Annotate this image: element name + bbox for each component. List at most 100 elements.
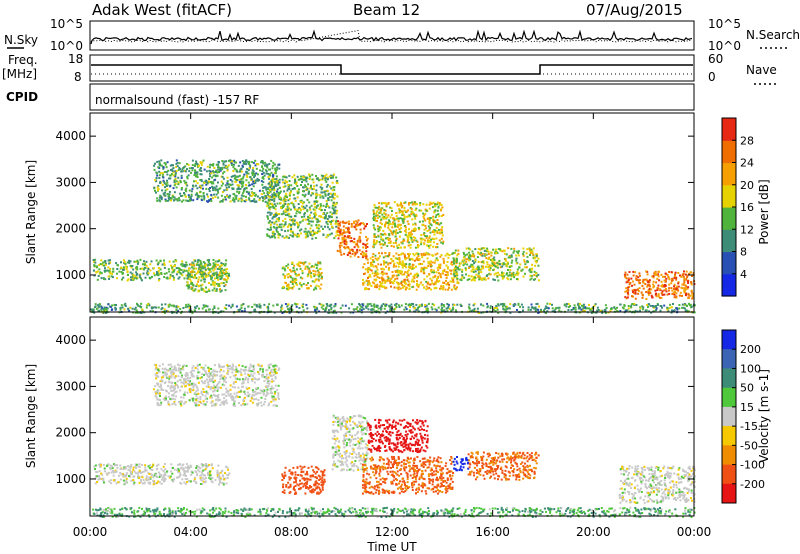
heatmap-pixel <box>294 272 297 275</box>
heatmap-pixel <box>389 216 392 219</box>
heatmap-pixel <box>306 231 309 234</box>
heatmap-pixel <box>199 169 201 172</box>
heatmap-pixel <box>662 275 664 278</box>
heatmap-pixel <box>228 274 231 277</box>
heatmap-pixel <box>678 304 681 306</box>
heatmap-pixel <box>625 281 628 284</box>
heatmap-pixel <box>175 186 178 189</box>
heatmap-pixel <box>227 164 230 167</box>
heatmap-pixel <box>308 262 311 265</box>
heatmap-pixel <box>99 263 102 265</box>
heatmap-pixel <box>167 268 170 271</box>
heatmap-pixel <box>428 203 431 206</box>
heatmap-pixel <box>333 188 336 191</box>
heatmap-pixel <box>302 282 305 285</box>
heatmap-pixel <box>504 305 507 308</box>
heatmap-pixel <box>171 168 174 171</box>
heatmap-pixel <box>284 276 286 279</box>
heatmap-pixel <box>177 305 180 308</box>
colorbar-tick-label: 16 <box>740 201 754 214</box>
heatmap-pixel <box>376 214 379 217</box>
heatmap-pixel <box>215 272 218 275</box>
heatmap-pixel <box>273 311 276 314</box>
heatmap-pixel <box>334 192 337 195</box>
heatmap-pixel <box>284 303 287 305</box>
heatmap-pixel <box>691 275 693 277</box>
heatmap-pixel <box>238 180 241 183</box>
heatmap-pixel <box>534 308 537 311</box>
heatmap-pixel <box>271 178 274 181</box>
heatmap-pixel <box>313 280 316 283</box>
heatmap-pixel <box>262 167 265 170</box>
heatmap-pixel <box>303 213 306 216</box>
heatmap-pixel <box>196 173 199 176</box>
heatmap-pixel <box>249 164 252 167</box>
heatmap-pixel <box>427 260 430 263</box>
heatmap-pixel <box>301 277 304 280</box>
heatmap-pixel <box>442 270 445 273</box>
heatmap-pixel <box>293 174 296 177</box>
colorbar-segment <box>722 162 736 186</box>
heatmap-pixel <box>207 267 210 270</box>
heatmap-pixel <box>340 253 343 256</box>
heatmap-pixel <box>191 164 194 167</box>
heatmap-pixel <box>169 169 172 172</box>
heatmap-pixel <box>380 233 383 236</box>
nave-label: Nave <box>746 63 777 77</box>
heatmap-pixel <box>657 287 660 290</box>
heatmap-pixel <box>135 309 138 312</box>
heatmap-pixel <box>161 189 164 192</box>
heatmap-pixel <box>310 224 313 227</box>
heatmap-pixel <box>291 235 294 238</box>
heatmap-pixel <box>193 276 196 279</box>
heatmap-pixel <box>390 213 393 216</box>
heatmap-pixel <box>126 279 129 282</box>
heatmap-pixel <box>330 174 332 177</box>
heatmap-pixel <box>189 196 192 199</box>
heatmap-pixel <box>170 264 173 267</box>
heatmap-pixel <box>675 276 678 279</box>
heatmap-pixel <box>325 215 328 218</box>
heatmap-pixel <box>505 273 508 276</box>
heatmap-pixel <box>529 254 531 256</box>
heatmap-pixel <box>496 262 499 265</box>
heatmap-pixel <box>420 243 423 246</box>
heatmap-pixel <box>217 464 220 467</box>
heatmap-pixel <box>299 178 302 181</box>
heatmap-pixel <box>407 269 410 272</box>
heatmap-pixel <box>501 273 504 276</box>
heatmap-pixel <box>192 262 195 265</box>
heatmap-pixel <box>228 186 231 189</box>
heatmap-pixel <box>381 213 384 216</box>
heatmap-pixel <box>392 274 395 277</box>
heatmap-pixel <box>626 273 629 276</box>
heatmap-pixel <box>445 307 448 310</box>
heatmap-pixel <box>255 179 257 182</box>
heatmap-pixel <box>330 199 333 202</box>
heatmap-pixel <box>232 175 235 177</box>
heatmap-pixel <box>493 256 496 259</box>
heatmap-pixel <box>453 258 455 261</box>
heatmap-pixel <box>300 261 302 264</box>
heatmap-pixel <box>452 260 455 263</box>
heatmap-pixel <box>290 270 293 273</box>
heatmap-pixel <box>535 303 538 305</box>
heatmap-pixel <box>359 308 362 311</box>
heatmap-pixel <box>473 262 476 265</box>
heatmap-pixel <box>441 234 444 237</box>
heatmap-pixel <box>530 248 533 251</box>
heatmap-pixel <box>336 195 339 198</box>
heatmap-pixel <box>279 234 281 237</box>
heatmap-pixel <box>258 303 261 306</box>
heatmap-pixel <box>216 277 218 279</box>
heatmap-pixel <box>288 188 291 190</box>
heatmap-pixel <box>486 305 489 308</box>
heatmap-pixel <box>443 268 446 271</box>
heatmap-pixel <box>267 195 270 198</box>
heatmap-pixel <box>187 174 190 177</box>
heatmap-pixel <box>317 271 320 274</box>
heatmap-pixel <box>300 199 303 202</box>
heatmap-pixel <box>435 246 437 249</box>
heatmap-pixel <box>277 236 280 239</box>
heatmap-pixel <box>311 234 314 237</box>
